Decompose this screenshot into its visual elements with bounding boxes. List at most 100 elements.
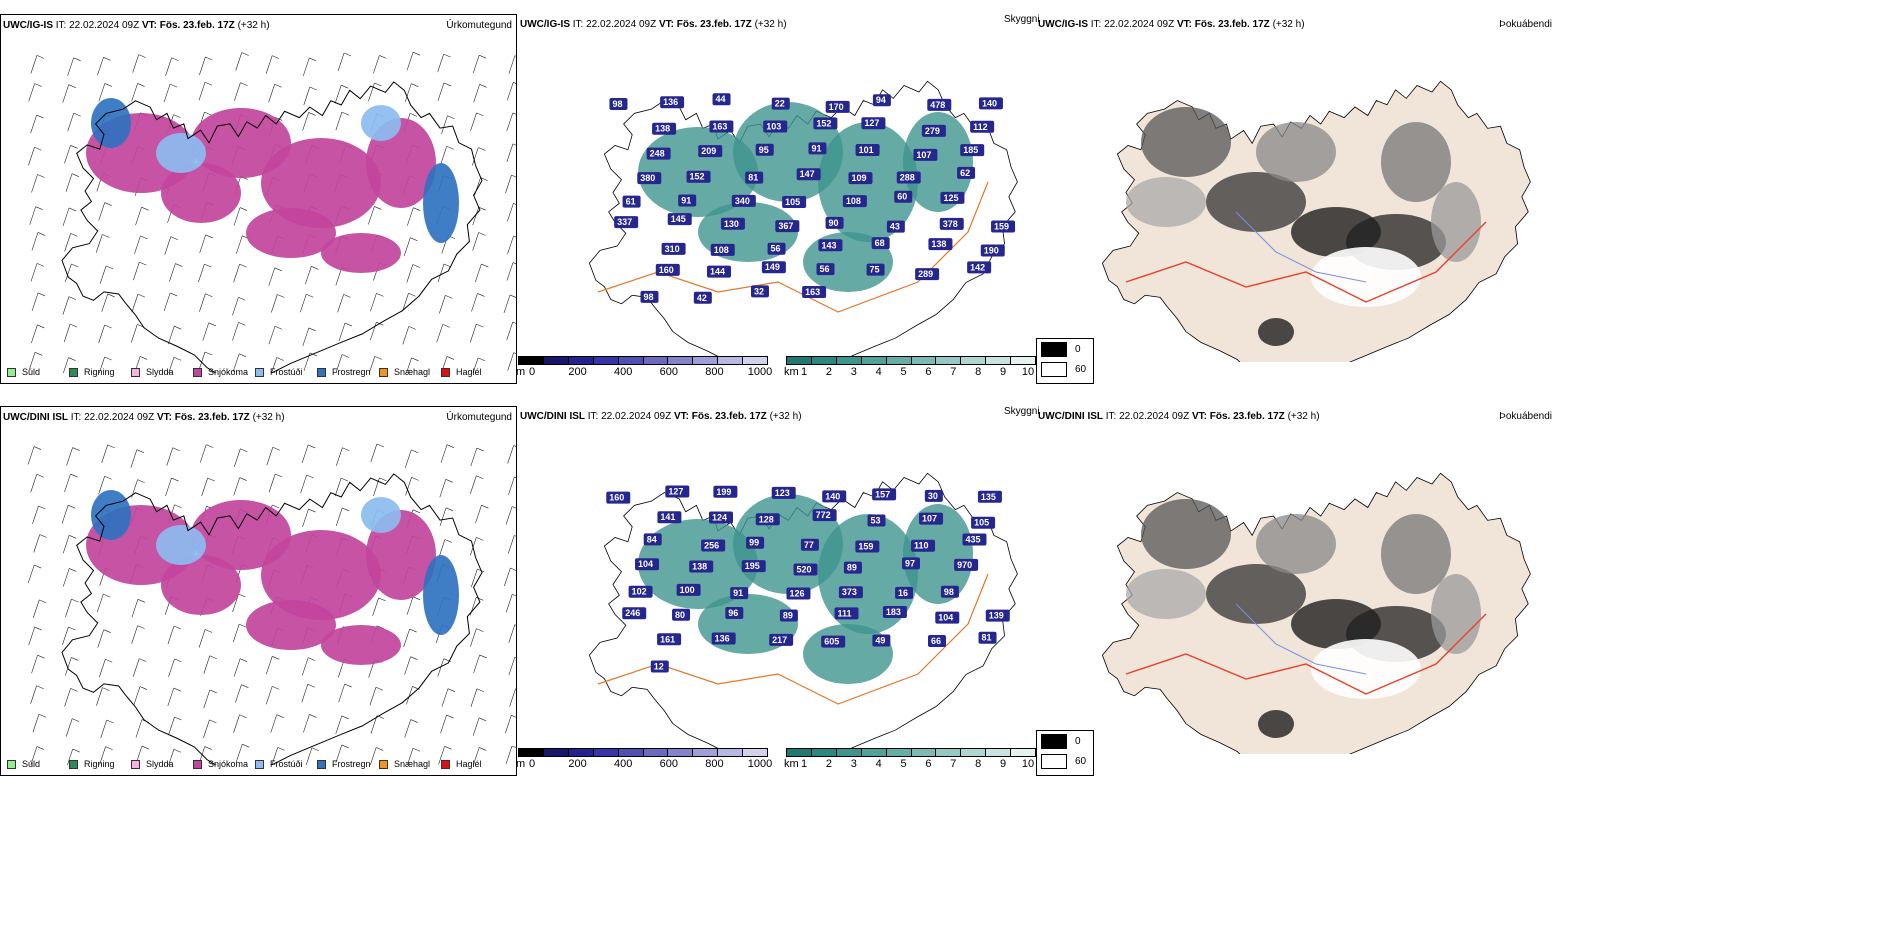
fog-legend-item: 0: [1041, 339, 1093, 359]
fog-indicator-panel: UWC/IG-IS IT: 22.02.2024 09Z VT: Fös. 23…: [1036, 14, 1556, 384]
scale-tick: 9: [1000, 366, 1007, 378]
cloud-label-box: [655, 263, 680, 276]
cloud-label-box: [872, 634, 891, 647]
cloud-label-box: [761, 261, 786, 274]
legend-label: Frostúði: [270, 367, 303, 377]
cloud-label: 89: [847, 563, 857, 573]
panel-title: UWC/DINI ISL IT: 22.02.2024 09Z VT: Fös.…: [3, 412, 285, 423]
cloud-label: 209: [701, 146, 716, 156]
cloud-label: 124: [712, 513, 727, 523]
issue-time: IT: 22.02.2024 09Z: [1090, 19, 1175, 30]
cloud-label-box: [838, 586, 863, 599]
legend-item: Frostúði: [255, 759, 317, 769]
cloud-label: 217: [772, 635, 787, 645]
scale-tick: 400: [614, 758, 633, 770]
scale-swatch: [593, 357, 619, 364]
cloud-label-box: [822, 490, 847, 503]
scale-swatch: [568, 357, 594, 364]
cloud-label-box: [940, 585, 959, 598]
cloud-label: 97: [905, 558, 915, 568]
cloud-label: 96: [728, 608, 738, 618]
model-name: UWC/DINI ISL: [520, 411, 585, 422]
cloud-label-box: [978, 97, 1003, 110]
scale-swatch: [836, 749, 862, 756]
cloud-label: 90: [829, 218, 839, 228]
lead-time: (+32 h): [1272, 19, 1305, 30]
cloud-label-box: [855, 540, 880, 553]
cloud-label: 95: [759, 145, 769, 155]
legend-swatch: [131, 759, 140, 769]
model-name: UWC/DINI ISL: [1038, 411, 1103, 422]
cloud-label: 340: [735, 196, 750, 206]
cloud-label: 60: [897, 192, 907, 202]
cloud-label: 142: [970, 262, 985, 272]
cloud-label: 42: [697, 293, 707, 303]
cloud-label: 310: [665, 244, 680, 254]
cloud-label-box: [802, 286, 827, 299]
legend-label: Haglél: [456, 759, 482, 769]
cloud-label: 279: [925, 126, 940, 136]
cloud-label: 970: [957, 560, 972, 570]
valid-time-label: VT:: [658, 19, 674, 30]
cloud-label-box: [919, 512, 944, 525]
cloud-label: 128: [759, 514, 774, 524]
cloud-label-box: [622, 607, 647, 620]
cloud-label-box: [706, 265, 731, 278]
cloud-label-box: [730, 587, 749, 600]
cloud-label: 81: [748, 173, 758, 183]
cloud-label-box: [698, 145, 723, 158]
legend-swatch: [317, 367, 326, 377]
scale-unit: m: [516, 366, 526, 378]
cloud-label-box: [935, 611, 960, 624]
scale-swatch: [519, 749, 544, 756]
legend-swatch: [7, 759, 16, 769]
legend-swatch: [441, 367, 450, 377]
cloud-label-box: [960, 144, 985, 157]
cloud-label-box: [886, 220, 905, 233]
scale-swatch: [936, 357, 962, 364]
cloud-label: 91: [733, 588, 743, 598]
cloud-label-box: [786, 587, 811, 600]
cloud-label-box: [970, 120, 995, 133]
cloud-label-box: [834, 607, 859, 620]
cloud-label-box: [793, 563, 818, 576]
cloud-label-box: [882, 605, 907, 618]
legend-item: Slydda: [131, 367, 193, 377]
cloud-label-box: [745, 171, 764, 184]
fog-legend-swatch: [1041, 361, 1067, 377]
scale-swatch: [693, 357, 719, 364]
legend-label: Slydda: [146, 367, 174, 377]
cloud-visibility-panel: 98 136 44 22 170 94 478 140 138 163 103 152 127 279 11…: [518, 14, 1034, 384]
cloud-label-box: [977, 490, 1002, 503]
scale-swatch: [1011, 749, 1036, 756]
fog-legend-value: 60: [1075, 363, 1087, 375]
legend-label: Frostregn: [332, 759, 371, 769]
lead-time: (+32 h): [769, 411, 802, 422]
visibility-scale-bar: km 1 2 3 4 5 6 7 8 9 10: [784, 356, 1036, 379]
fog-legend: 0 60: [1036, 730, 1094, 776]
issue-time: IT: 22.02.2024 09Z: [1105, 411, 1190, 422]
scale-swatch: [911, 357, 937, 364]
scale-swatch: [886, 749, 912, 756]
cloud-label: 337: [617, 217, 632, 227]
scale-swatch: [743, 749, 768, 756]
cloud-label-box: [660, 96, 685, 109]
ceiling-scale-bar: m 0 200 400 600 800 1000: [516, 356, 772, 379]
cloud-label-box: [622, 195, 641, 208]
cloud-label: 99: [749, 538, 759, 548]
cloud-label-box: [686, 170, 711, 183]
cloud-visibility-panel: 160 127 199 123 140 157 30 135 141 124 128 772 53 107…: [518, 406, 1034, 776]
scale-tick: 10: [1021, 758, 1035, 770]
panel-type-label: Þokuábendi: [1499, 411, 1552, 422]
cloud-label-box: [710, 243, 735, 256]
scale-swatch: [861, 357, 887, 364]
panel-type-label: Þokuábendi: [1499, 19, 1552, 30]
cloud-label-box: [911, 539, 936, 552]
issue-time: IT: 22.02.2024 09Z: [587, 411, 672, 422]
scale-swatch: [543, 749, 569, 756]
scale-tick: 5: [900, 366, 907, 378]
model-name: UWC/IG-IS: [520, 19, 570, 30]
cloud-label: 289: [918, 269, 933, 279]
cloud-label-box: [940, 191, 965, 204]
cloud-label-box: [709, 120, 734, 133]
